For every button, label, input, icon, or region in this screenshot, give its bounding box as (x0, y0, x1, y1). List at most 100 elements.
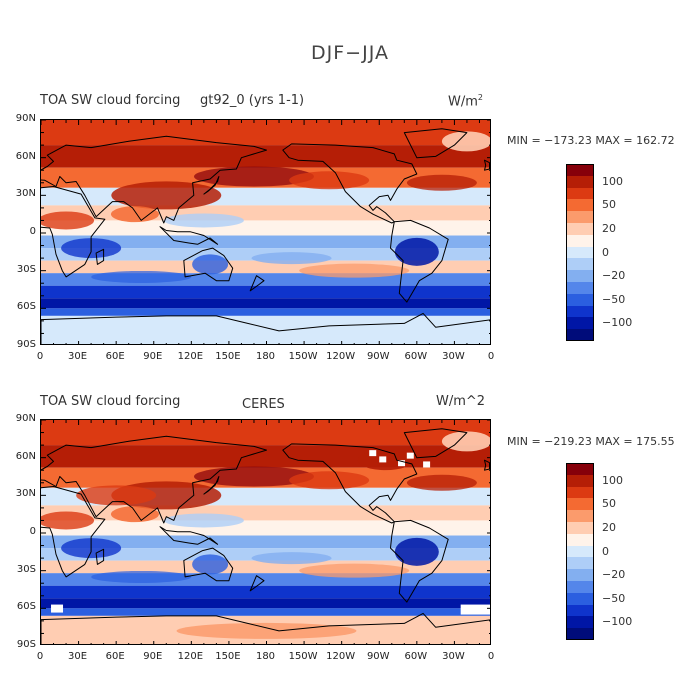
field-patch (110, 506, 159, 523)
colorbar-swatch (566, 616, 594, 629)
coastline-eurasia (41, 435, 267, 524)
colorbar-swatch (566, 246, 594, 259)
coastline-new-zealand (249, 275, 265, 292)
panel-2-lon-label: 180 (255, 651, 276, 662)
panel-2-map (40, 419, 491, 645)
colorbar-swatch (566, 223, 594, 236)
coastline-australia (183, 547, 234, 582)
panel-2-colorbar-label: 20 (602, 520, 616, 534)
panel-2-lon-label: 150E (215, 651, 241, 662)
field-patch (91, 270, 192, 283)
field-patch (289, 471, 370, 490)
panel-2-stats: MIN = −219.23 MAX = 175.55 (507, 435, 675, 448)
colorbar-swatch (566, 463, 594, 476)
field-patch (76, 485, 157, 506)
colorbar-swatch (566, 486, 594, 499)
panel-1-lon-label: 60W (404, 351, 428, 362)
colorbar-swatch (566, 569, 594, 582)
panel-2-lon-label: 120E (177, 651, 204, 662)
panel-1-lon-label: 90W (366, 351, 390, 362)
missing-data (51, 604, 64, 613)
coastline-south-america (390, 519, 449, 603)
panel-1-lon-label: 30W (442, 351, 465, 362)
field-band (41, 235, 490, 249)
field-band (41, 520, 490, 536)
field-patch (163, 213, 244, 228)
field-patch (251, 252, 332, 265)
colorbar-swatch (566, 270, 594, 283)
field-patch (163, 513, 244, 528)
colorbar-swatch (566, 474, 594, 488)
panel-2-lon-label: 150W (288, 651, 318, 662)
field-patch (289, 171, 370, 190)
field-patch (441, 431, 490, 452)
panel-2-colorbar-label: 100 (602, 473, 623, 487)
field-band (41, 285, 490, 299)
figure-title: DJF−JJA (311, 42, 389, 64)
colorbar-swatch (566, 305, 594, 318)
colorbar-swatch (566, 187, 594, 200)
panel-2-lon-label: 90W (366, 651, 390, 662)
field-patch (41, 511, 95, 530)
panel-1-colorbar-label: 100 (602, 174, 623, 188)
missing-data (423, 461, 431, 468)
panel-2-colorbar-label: −50 (602, 591, 626, 605)
coastline-australia (183, 247, 234, 282)
field-band (41, 315, 490, 344)
panel-1-lon-label: 90E (143, 351, 163, 362)
field-patch (251, 552, 332, 565)
coastline-britain (484, 159, 490, 171)
panel-2-lon-label: 60E (105, 651, 125, 662)
panel-2-colorbar-label: 0 (602, 544, 609, 558)
panel-2-lat-label: 30N (15, 488, 36, 500)
panel-1-colorbar-label: −20 (602, 269, 626, 283)
coastline-japan (203, 476, 220, 495)
panel-2-lon-label: 30E (68, 651, 88, 662)
missing-data (369, 450, 377, 457)
panel-1-title: TOA SW cloud forcing (40, 93, 181, 108)
field-patch (193, 466, 314, 487)
coastline-indonesia (159, 226, 219, 245)
field-band (41, 298, 490, 309)
panel-1-colorbar-label: 20 (602, 221, 616, 235)
field-band (41, 187, 490, 206)
field-band (41, 505, 490, 521)
panel-1-lon-label: 150W (288, 351, 318, 362)
field-patch (299, 563, 410, 578)
field-band (41, 205, 490, 221)
field-patch (110, 206, 159, 223)
field-patch (441, 131, 490, 152)
panel-1-lat-label: 90N (15, 113, 36, 124)
coastline-britain (484, 459, 490, 471)
colorbar-swatch (566, 164, 594, 177)
field-band (41, 535, 490, 549)
panel-1-lon-label: 0 (487, 351, 495, 362)
coastline-africa (41, 186, 106, 278)
panel-1-colorbar-label: −50 (602, 292, 626, 306)
panel-1-lon-label: 60E (105, 351, 125, 362)
coastline-new-zealand (249, 575, 265, 592)
coastline-greenland (403, 428, 468, 459)
panel-1-lat-label: 60S (16, 301, 36, 313)
panel-2-colorbar-label: −100 (602, 615, 633, 629)
missing-data (460, 604, 490, 615)
colorbar-swatch (566, 592, 594, 606)
field-patch (406, 174, 477, 191)
field-patch (41, 211, 95, 230)
field-band (41, 585, 490, 599)
colorbar-swatch (566, 258, 594, 271)
colorbar-swatch (566, 604, 594, 617)
panel-2-lon-label: 0 (36, 651, 44, 662)
colorbar-swatch (566, 175, 594, 189)
coastline-eurasia (41, 135, 267, 224)
panel-1-lon-label: 120W (326, 351, 356, 362)
field-patch (394, 537, 439, 566)
panel-2-units: W/m^2 (436, 394, 486, 409)
field-band (41, 145, 490, 168)
colorbar-swatch (566, 199, 594, 212)
missing-data (398, 460, 406, 467)
field-patch (91, 570, 192, 583)
panel-2-lat-label: 60N (15, 450, 36, 462)
field-band (41, 608, 490, 616)
colorbar-swatch (566, 234, 594, 248)
